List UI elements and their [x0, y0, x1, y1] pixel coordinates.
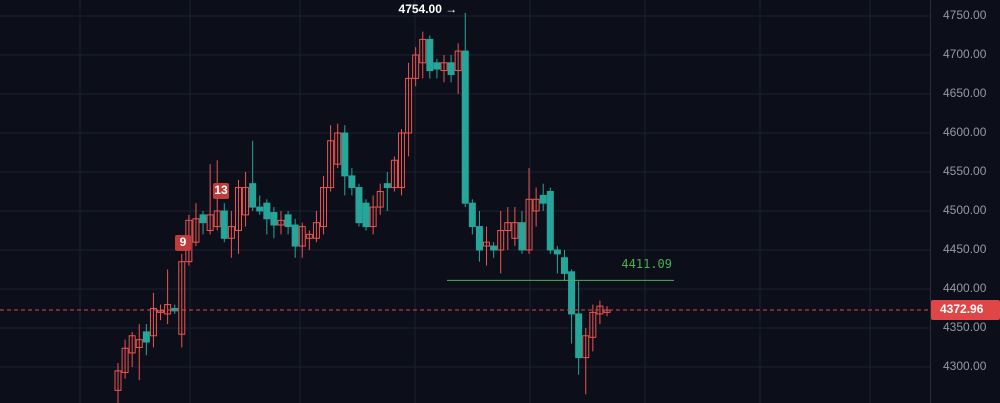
candle-body [546, 190, 554, 251]
candle-body [213, 210, 221, 228]
candle-body [390, 159, 398, 189]
count-badge: 13 [213, 183, 229, 199]
y-tick-label: 4500.00 [943, 203, 987, 217]
candle-body [589, 311, 597, 338]
candle-body [582, 335, 590, 359]
candle-body [405, 77, 413, 134]
candle-body [454, 50, 462, 72]
candle-body [178, 261, 186, 335]
candle-body [256, 206, 264, 212]
candle-body [199, 214, 207, 224]
candle-body [327, 140, 335, 189]
candle-body [426, 38, 434, 72]
badge-box [175, 235, 191, 251]
candle-body [483, 241, 491, 247]
candle-body [114, 370, 122, 391]
candle-body [603, 309, 611, 313]
candle-body [270, 212, 278, 226]
candle-body [227, 226, 235, 239]
candle-body [412, 54, 420, 79]
badge-label: 13 [214, 183, 228, 197]
candle-body [575, 313, 583, 359]
candle-body [497, 229, 505, 251]
candle-body [518, 222, 526, 251]
candle-body [192, 218, 200, 243]
candle-body [504, 222, 512, 231]
y-tick-label: 4750.00 [943, 8, 987, 22]
candle-body [532, 198, 540, 212]
candle-body [242, 187, 250, 216]
candle-body [263, 202, 271, 220]
candle-body [369, 206, 377, 228]
candle-body [348, 175, 356, 189]
candle-body [334, 132, 342, 165]
candle-body [525, 198, 533, 251]
candle-body [362, 202, 370, 228]
candle-body [440, 62, 448, 72]
last-price-label: 4372.96 [940, 302, 984, 316]
candle-body [461, 50, 469, 204]
candle-body [312, 222, 320, 239]
candle-body [128, 335, 136, 354]
y-tick-label: 4650.00 [943, 86, 987, 100]
badge-box [213, 183, 229, 199]
y-tick-label: 4700.00 [943, 47, 987, 61]
candle-body [206, 214, 214, 231]
candle-body [305, 233, 313, 239]
candle-body [355, 187, 363, 224]
candle-body [341, 132, 349, 177]
candle-body [121, 347, 129, 373]
candle-body [511, 222, 519, 239]
y-tick-label: 4300.00 [943, 359, 987, 373]
candle-body [475, 226, 483, 251]
y-tick-label: 4600.00 [943, 125, 987, 139]
count-badge: 9 [175, 235, 191, 251]
y-tick-label: 4550.00 [943, 164, 987, 178]
candle-body [433, 62, 441, 70]
candle-body [298, 226, 306, 247]
time-grid [79, 0, 871, 403]
candle-body [291, 224, 299, 247]
candle-body [560, 257, 568, 274]
candle-body [490, 245, 498, 251]
candle-body [135, 339, 143, 348]
candle-body [164, 304, 172, 315]
y-tick-label: 4400.00 [943, 281, 987, 295]
candle-body [397, 132, 405, 189]
candle-body [157, 310, 165, 313]
candle-body [142, 331, 150, 343]
candle-body [149, 307, 157, 337]
candle-body [320, 187, 328, 228]
level-label: 4411.09 [621, 257, 672, 271]
candle-body [468, 202, 476, 228]
badge-label: 9 [180, 235, 187, 249]
candle-body [568, 271, 576, 315]
y-tick-label: 4450.00 [943, 242, 987, 256]
y-tick-label: 4350.00 [943, 320, 987, 334]
candle-body [376, 190, 384, 208]
candle-body [284, 214, 292, 228]
candle-body [277, 219, 285, 226]
candle-body [419, 38, 427, 64]
candle-body [553, 249, 561, 255]
last-price-box [931, 300, 1000, 321]
candle-body [234, 187, 242, 231]
high-marker: 4754.00 → [399, 2, 458, 16]
candle-body [249, 183, 257, 208]
candle-body [383, 183, 391, 189]
candle-body [220, 210, 228, 239]
candle-body [539, 194, 547, 204]
candle-body [447, 62, 455, 75]
